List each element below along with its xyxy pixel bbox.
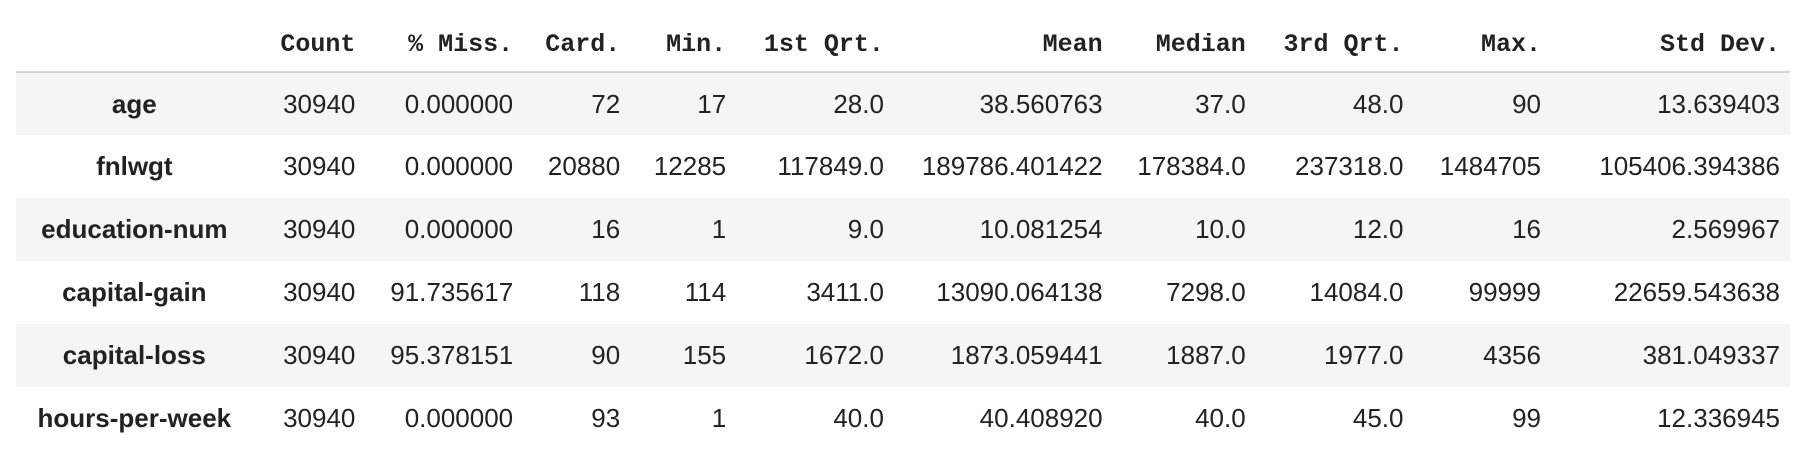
table-cell: 155 (682, 340, 727, 370)
table-cell: 72 (591, 88, 621, 119)
summary-statistics-table-container: Count % Miss. Card. Min. 1st Qrt. Mean M… (16, 18, 1790, 450)
table-cell: 4356 (1483, 340, 1541, 370)
table-cell: 38.560763 (979, 88, 1103, 119)
table-cell: 91.735617 (390, 277, 514, 307)
table-cell: 7298.0 (1166, 277, 1246, 307)
column-header: Median (1112, 18, 1256, 73)
table-cell: 178384.0 (1137, 151, 1246, 181)
table-cell: 14084.0 (1309, 277, 1404, 307)
table-cell: 10.081254 (979, 214, 1103, 244)
table-cell: 30940 (283, 277, 356, 307)
table-row: age 30940 0.000000 72 17 28.0 38.560763 … (16, 72, 1790, 135)
row-label: capital-loss (62, 340, 206, 370)
column-header: 1st Qrt. (736, 18, 894, 73)
table-cell: 381.049337 (1642, 340, 1780, 370)
table-cell: 2.569967 (1671, 214, 1780, 244)
table-cell: 118 (578, 277, 621, 307)
table-cell: 1977.0 (1323, 340, 1404, 370)
table-row: capital-loss 30940 95.378151 90 155 1672… (16, 324, 1790, 387)
table-cell: 3411.0 (806, 277, 884, 307)
table-cell: 189786.401422 (921, 151, 1103, 181)
header-row: Count % Miss. Card. Min. 1st Qrt. Mean M… (16, 18, 1790, 73)
table-cell: 48.0 (1352, 88, 1404, 119)
table-cell: 1887.0 (1166, 340, 1246, 370)
table-cell: 1873.059441 (950, 340, 1103, 370)
table-cell: 0.000000 (404, 403, 514, 433)
column-header: % Miss. (365, 18, 524, 73)
table-cell: 237318.0 (1295, 151, 1404, 181)
table-cell: 0.000000 (404, 88, 514, 119)
column-header: 3rd Qrt. (1255, 18, 1414, 73)
table-cell: 30940 (283, 214, 356, 244)
table-cell: 28.0 (833, 88, 884, 119)
table-cell: 105406.394386 (1599, 151, 1780, 181)
table-cell: 12.0 (1352, 214, 1404, 244)
table-cell: 17 (697, 88, 727, 119)
table-cell: 1 (711, 214, 727, 244)
table-cell: 40.408920 (979, 403, 1103, 433)
table-row: fnlwgt 30940 0.000000 20880 12285 117849… (16, 135, 1790, 198)
row-label: fnlwgt (96, 151, 173, 181)
table-row: capital-gain 30940 91.735617 118 114 341… (16, 261, 1790, 324)
table-cell: 93 (591, 403, 621, 433)
column-header: Count (252, 18, 366, 73)
table-cell: 1 (711, 403, 727, 433)
table-cell: 45.0 (1352, 403, 1404, 433)
table-cell: 13090.064138 (936, 277, 1103, 307)
table-cell: 12.336945 (1657, 403, 1780, 433)
table-cell: 40.0 (1195, 403, 1246, 433)
row-label: age (111, 88, 157, 119)
table-cell: 10.0 (1195, 214, 1246, 244)
table-cell: 1484705 (1439, 151, 1541, 181)
table-cell: 13.639403 (1657, 88, 1780, 119)
table-cell: 99 (1512, 403, 1541, 433)
table-row: education-num 30940 0.000000 16 1 9.0 10… (16, 198, 1790, 261)
table-cell: 90 (1512, 88, 1541, 119)
table-cell: 114 (684, 277, 727, 307)
table-cell: 16 (1512, 214, 1541, 244)
table-cell: 30940 (283, 403, 356, 433)
table-cell: 0.000000 (404, 151, 514, 181)
table-cell: 117849.0 (777, 151, 884, 181)
table-cell: 12285 (653, 151, 727, 181)
table-row: hours-per-week 30940 0.000000 93 1 40.0 … (16, 387, 1790, 450)
table-cell: 1672.0 (804, 340, 884, 370)
table-cell: 90 (591, 340, 621, 370)
summary-statistics-table: Count % Miss. Card. Min. 1st Qrt. Mean M… (16, 18, 1790, 450)
row-label: education-num (41, 214, 228, 244)
table-cell: 37.0 (1195, 88, 1246, 119)
row-label: capital-gain (62, 277, 207, 307)
table-cell: 16 (591, 214, 621, 244)
column-header: Max. (1413, 18, 1551, 73)
table-cell: 30940 (283, 88, 356, 119)
table-cell: 30940 (283, 340, 356, 370)
table-cell: 95.378151 (390, 340, 514, 370)
table-cell: 40.0 (833, 403, 884, 433)
table-cell: 9.0 (847, 214, 884, 244)
table-cell: 99999 (1468, 277, 1541, 307)
table-cell: 0.000000 (404, 214, 514, 244)
index-header (16, 18, 253, 73)
table-cell: 20880 (547, 151, 621, 181)
column-header: Std Dev. (1550, 18, 1790, 73)
table-cell: 22659.543638 (1613, 277, 1780, 307)
table-cell: 30940 (283, 151, 356, 181)
column-header: Min. (630, 18, 737, 73)
column-header: Mean (893, 18, 1113, 73)
column-header: Card. (523, 18, 631, 73)
row-label: hours-per-week (37, 403, 232, 433)
